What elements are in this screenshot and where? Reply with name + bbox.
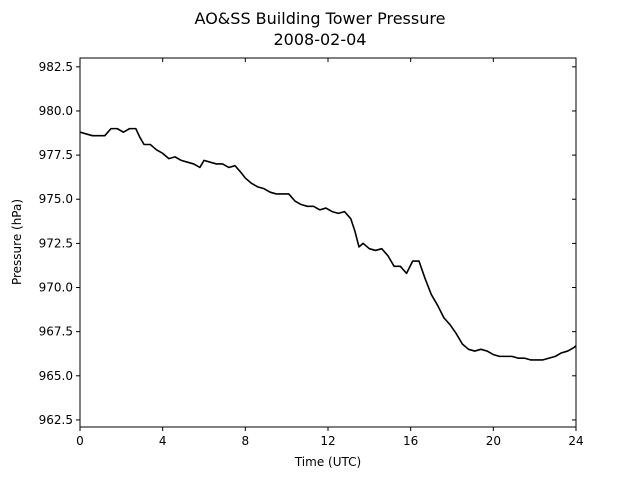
y-tick-label: 977.5 [39,148,73,162]
x-tick-label: 0 [76,434,84,448]
y-tick-label: 970.0 [39,281,73,295]
y-tick-label: 965.0 [39,369,73,383]
x-tick-label: 24 [568,434,583,448]
axis-ticks: 0 4 8 12 16 20 24 962.5 965.0 967.5 970.0 972.5 975.… [39,58,584,448]
y-tick-label: 967.5 [39,325,73,339]
x-tick-label: 16 [403,434,418,448]
y-tick-label: 975.0 [39,192,73,206]
y-tick-label: 962.5 [39,413,73,427]
x-tick-label: 12 [320,434,335,448]
y-tick-label: 972.5 [39,236,73,250]
y-tick-label: 980.0 [39,104,73,118]
chart-subtitle: 2008-02-04 [274,30,367,49]
chart-title: AO&SS Building Tower Pressure [195,9,446,28]
x-axis-label: Time (UTC) [294,455,361,469]
plot-frame [79,57,577,428]
x-tick-label: 4 [159,434,167,448]
x-tick-label: 20 [486,434,501,448]
pressure-series-line [79,127,577,361]
y-tick-label: 982.5 [39,60,73,74]
y-axis-label: Pressure (hPa) [10,199,24,285]
x-tick-label: 8 [242,434,250,448]
